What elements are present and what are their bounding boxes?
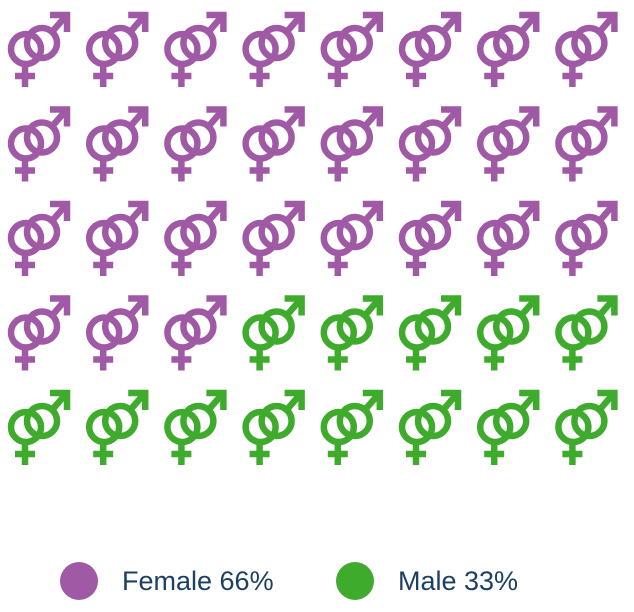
gender-symbol-icon-male bbox=[476, 295, 540, 371]
gender-symbol-icon-female bbox=[7, 106, 71, 182]
legend-swatch-female bbox=[60, 562, 98, 600]
gender-symbol-icon-female bbox=[85, 295, 149, 371]
gender-symbol-icon-male bbox=[320, 389, 384, 465]
gender-symbol-icon-female bbox=[7, 11, 71, 87]
gender-symbol-icon-female bbox=[320, 106, 384, 182]
gender-symbol-icon-male bbox=[85, 389, 149, 465]
gender-symbol-icon-female bbox=[398, 200, 462, 276]
legend-item-female: Female 66% bbox=[60, 556, 274, 606]
gender-symbol-icon-female bbox=[85, 200, 149, 276]
gender-symbol-icon-male bbox=[476, 389, 540, 465]
gender-symbol-icon-female bbox=[398, 106, 462, 182]
gender-symbol-icon-female bbox=[476, 200, 540, 276]
gender-symbol-icon-female bbox=[164, 106, 227, 182]
legend-label-male: Male 33% bbox=[398, 565, 519, 596]
legend-swatch-male bbox=[336, 562, 374, 600]
gender-symbol-icon-male bbox=[320, 295, 384, 371]
gender-symbol-icon-female bbox=[164, 295, 227, 371]
gender-symbol-icon-female bbox=[242, 200, 305, 276]
gender-symbol-icon-male bbox=[242, 295, 305, 371]
gender-symbol-icon-male bbox=[164, 389, 227, 465]
gender-symbol-icon-female bbox=[7, 295, 71, 371]
gender-symbol-icon-female bbox=[476, 11, 540, 87]
gender-symbol-icon-male bbox=[398, 295, 462, 371]
gender-symbol-icon-female bbox=[398, 11, 462, 87]
gender-symbol-icon-male bbox=[398, 389, 462, 465]
gender-symbol-icon-female bbox=[242, 106, 305, 182]
gender-symbol-icon-female bbox=[555, 200, 618, 276]
legend: Female 66% Male 33% bbox=[0, 556, 634, 606]
gender-symbol-icon-female bbox=[242, 11, 305, 87]
gender-symbol-icon-male bbox=[242, 389, 305, 465]
pictograph-chart bbox=[7, 11, 618, 465]
gender-symbol-icon-female bbox=[476, 106, 540, 182]
gender-symbol-icon-female bbox=[85, 11, 149, 87]
gender-symbol-icon-female bbox=[555, 106, 618, 182]
legend-label-female: Female 66% bbox=[122, 565, 274, 596]
gender-symbol-icon-female bbox=[555, 11, 618, 87]
gender-symbol-icon-female bbox=[7, 200, 71, 276]
gender-symbol-icon-female bbox=[320, 200, 384, 276]
gender-symbol-icon-female bbox=[320, 11, 384, 87]
gender-symbol-icon-male bbox=[555, 389, 618, 465]
gender-symbol-icon-female bbox=[164, 11, 227, 87]
gender-symbol-icon-female bbox=[164, 200, 227, 276]
gender-symbol-icon-female bbox=[85, 106, 149, 182]
gender-symbol-icon-male bbox=[555, 295, 618, 371]
legend-item-male: Male 33% bbox=[336, 556, 518, 606]
gender-symbol-icon-male bbox=[7, 389, 71, 465]
